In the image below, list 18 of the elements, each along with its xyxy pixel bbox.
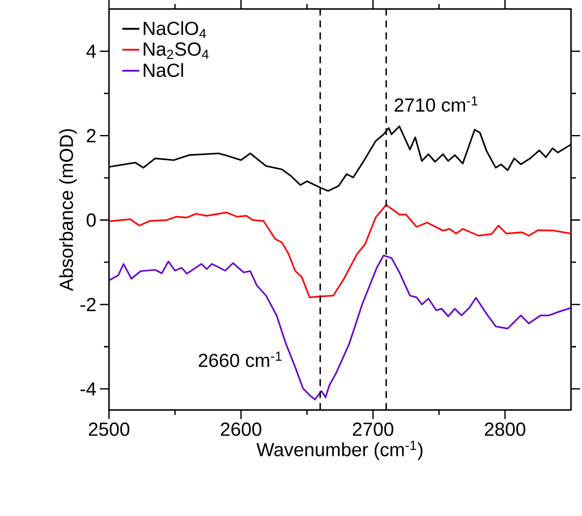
y-axis-title: Absorbance (mOD) — [59, 129, 77, 291]
y-tick-label: -4 — [80, 382, 96, 396]
x-tick-label: 2600 — [220, 422, 262, 436]
x-tick-label: 2800 — [484, 422, 526, 436]
ref-line-label: 2660 cm$^{-1}$ — [198, 352, 282, 368]
y-tick-label: -2 — [80, 298, 96, 312]
legend-label: NaCl — [144, 63, 184, 78]
y-tick-label: 0 — [86, 213, 96, 227]
x-axis-title: Wavenumber (cm$^{-1}$) — [256, 440, 422, 460]
legend-label: Na$_{2}$SO$_{4}$ — [144, 42, 209, 59]
y-tick-label: 4 — [86, 44, 96, 58]
y-tick-label: 2 — [86, 129, 96, 142]
ref-line-label: 2710 cm$^{-1}$ — [394, 96, 478, 112]
x-tick-label: 2500 — [88, 422, 130, 436]
legend-label: NaClO$_{4}$ — [144, 21, 206, 38]
x-tick-label: 2700 — [352, 422, 394, 436]
line-series — [109, 204, 572, 298]
line-series — [109, 254, 572, 400]
